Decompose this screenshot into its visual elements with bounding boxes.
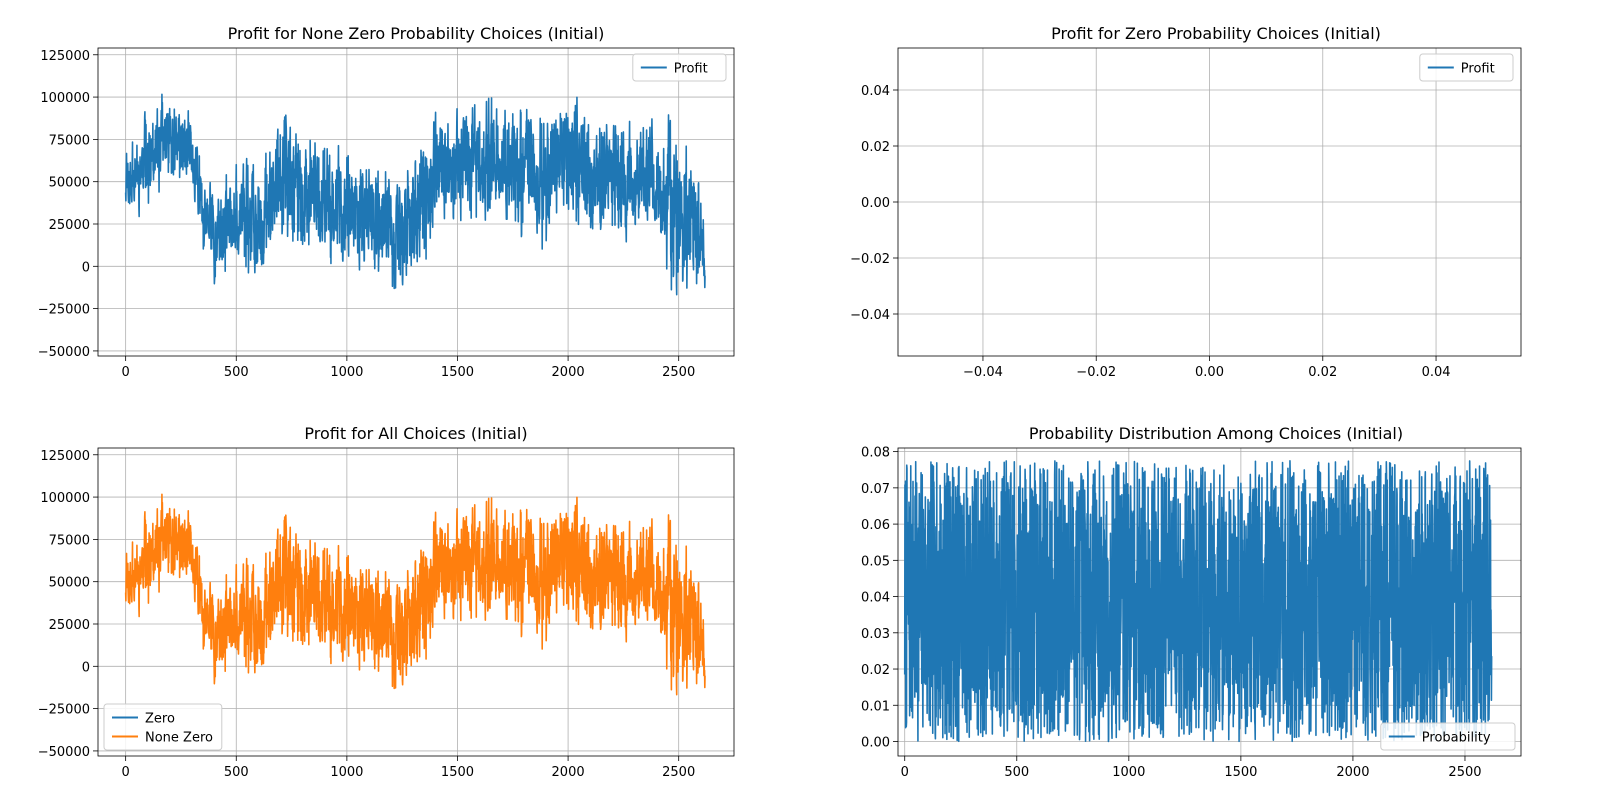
y-tick-label: 75000 [49, 533, 90, 548]
tick-labels: 0 500 1000 1500 2000 2500 −50000 −25000 0 25000 50… [38, 449, 695, 780]
legend: Zero None Zero [103, 703, 223, 751]
y-tick-label: 0.01 [861, 699, 890, 714]
chart-title: Probability Distribution Among Choices (… [1029, 424, 1403, 443]
y-tick-label: 0.07 [861, 482, 890, 497]
gridlines [898, 48, 1521, 356]
x-tick-label: 1500 [1224, 765, 1257, 780]
x-tick-label: 0.00 [1195, 365, 1224, 380]
tick-labels: 0 500 1000 1500 2000 2500 −50000 −25000 0 25000 50… [38, 49, 695, 380]
x-tick-label: 0 [122, 765, 130, 780]
legend-box [1380, 722, 1516, 751]
y-tick-label: 0.00 [861, 736, 890, 751]
y-tick-label: 100000 [40, 91, 90, 106]
y-tick-label: −25000 [38, 703, 90, 718]
series-lines [903, 459, 1493, 743]
y-tick-label: 125000 [40, 49, 90, 64]
series-line-probability [903, 459, 1493, 743]
axes-frame [97, 447, 735, 757]
x-tick-label: 2000 [1336, 765, 1369, 780]
legend-box [632, 53, 727, 82]
y-tick-label: 0.00 [861, 196, 890, 211]
x-tick-label: 0 [901, 765, 909, 780]
y-tick-label: 0.06 [861, 518, 890, 533]
series-lines [124, 493, 706, 696]
legend-label: None Zero [145, 731, 213, 746]
y-tick-label: 100000 [40, 491, 90, 506]
tick-labels: 0 500 1000 1500 2000 2500 0.00 0.01 0.02 0.03 0.04… [861, 446, 1481, 780]
series-line-profit [124, 93, 706, 296]
x-tick-label: 1000 [330, 765, 363, 780]
y-tick-label: 50000 [49, 176, 90, 191]
y-tick-label: 50000 [49, 576, 90, 591]
y-tick-label: 75000 [49, 133, 90, 148]
chart-title: Profit for All Choices (Initial) [304, 424, 527, 443]
x-tick-label: 500 [224, 365, 249, 380]
x-tick-label: −0.02 [1076, 365, 1116, 380]
subplot-probability: Probability Distribution Among Choices (… [861, 424, 1522, 780]
x-tick-label: 500 [1004, 765, 1029, 780]
legend-box [1419, 53, 1514, 82]
legend-label: Profit [1461, 62, 1495, 77]
chart-title: Profit for None Zero Probability Choices… [228, 24, 605, 43]
x-tick-label: 1500 [441, 365, 474, 380]
y-tick-label: −50000 [38, 345, 90, 360]
axes-frame [897, 447, 1522, 757]
legend-label: Zero [145, 712, 175, 727]
y-tick-label: 0 [82, 660, 90, 675]
y-tick-label: 0.05 [861, 554, 890, 569]
y-tick-label: −50000 [38, 745, 90, 760]
y-tick-label: 0.04 [861, 591, 890, 606]
y-tick-label: 25000 [49, 618, 90, 633]
y-tick-label: 0.03 [861, 627, 890, 642]
y-tick-label: 0.02 [861, 663, 890, 678]
x-tick-label: 2500 [662, 765, 695, 780]
x-tick-label: 1500 [441, 765, 474, 780]
y-tick-label: −25000 [38, 303, 90, 318]
x-tick-label: 1000 [330, 365, 363, 380]
series-lines [124, 93, 706, 296]
x-tick-label: −0.04 [963, 365, 1003, 380]
subplot-all-profit: Profit for All Choices (Initial) 0 500 100… [38, 424, 735, 780]
legend-box [103, 703, 223, 751]
x-tick-label: 2000 [552, 365, 585, 380]
x-tick-label: 1000 [1112, 765, 1145, 780]
x-tick-label: 0 [122, 365, 130, 380]
y-tick-label: 0 [82, 260, 90, 275]
series-line-none-zero [124, 493, 706, 696]
y-tick-label: 0.04 [861, 84, 890, 99]
legend-label: Profit [674, 62, 708, 77]
subplot-none-zero-profit: Profit for None Zero Probability Choices… [38, 24, 735, 380]
y-tick-label: −0.02 [850, 252, 890, 267]
y-tick-label: −0.04 [850, 308, 890, 323]
axes-frame [97, 47, 735, 357]
legend: Profit [632, 53, 727, 82]
x-tick-label: 500 [224, 765, 249, 780]
tick-labels: −0.04 −0.02 0.00 0.02 0.04 −0.04 −0.02 0.00 0.02… [850, 84, 1450, 380]
x-tick-label: 2500 [1448, 765, 1481, 780]
x-tick-label: 0.02 [1308, 365, 1337, 380]
chart-title: Profit for Zero Probability Choices (Ini… [1051, 24, 1381, 43]
y-tick-label: 25000 [49, 218, 90, 233]
x-tick-label: 0.04 [1422, 365, 1451, 380]
x-tick-label: 2000 [552, 765, 585, 780]
legend-label: Probability [1422, 731, 1491, 746]
legend: Probability [1380, 722, 1516, 751]
y-tick-label: 0.02 [861, 140, 890, 155]
subplot-zero-profit: Profit for Zero Probability Choices (Ini… [850, 24, 1522, 380]
x-tick-label: 2500 [662, 365, 695, 380]
legend: Profit [1419, 53, 1514, 82]
y-tick-label: 125000 [40, 449, 90, 464]
y-tick-label: 0.08 [861, 446, 890, 461]
